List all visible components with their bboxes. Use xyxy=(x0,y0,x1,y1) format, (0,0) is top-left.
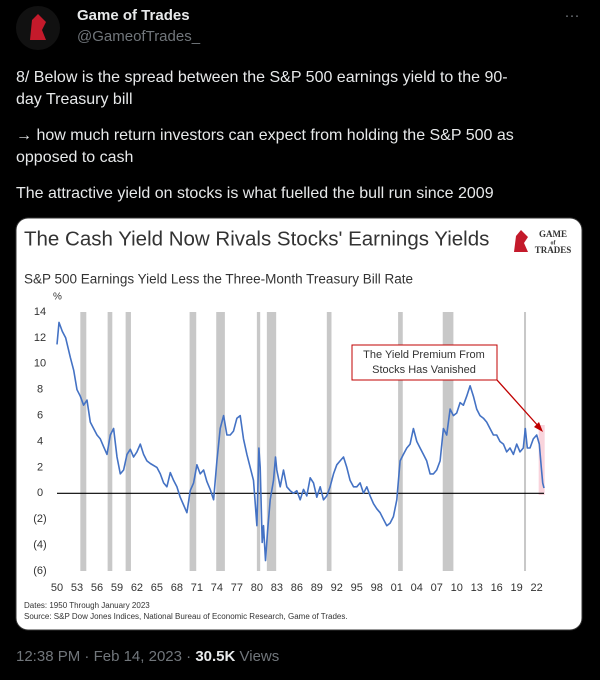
logo-knight xyxy=(514,230,528,252)
x-tick-label: 98 xyxy=(371,582,383,594)
footer-item: Feb 14, 2023 xyxy=(94,648,182,665)
logo-text: of xyxy=(551,240,557,246)
annotation-arrow xyxy=(496,379,541,429)
y-tick-label: 0 xyxy=(37,487,43,499)
footer-item: Views xyxy=(240,648,280,665)
x-tick-label: 65 xyxy=(151,582,163,594)
x-tick-label: 59 xyxy=(111,582,123,594)
arrow-head xyxy=(534,422,543,432)
chart-note: Dates: 1950 Through January 2023 xyxy=(24,601,150,610)
x-tick-label: 56 xyxy=(91,582,103,594)
x-tick-label: 62 xyxy=(131,582,143,594)
recession-bar xyxy=(189,312,197,571)
recession-bar xyxy=(216,312,225,571)
x-tick-label: 50 xyxy=(51,582,63,594)
x-tick-label: 16 xyxy=(491,582,503,594)
y-tick-label: (6) xyxy=(33,565,46,577)
x-tick-label: 68 xyxy=(171,582,183,594)
recession-bar xyxy=(266,312,277,571)
recession-bar xyxy=(125,312,131,571)
footer-item: 12:38 PM xyxy=(16,648,80,665)
y-tick-label: 14 xyxy=(34,306,46,318)
x-tick-label: 04 xyxy=(411,582,423,594)
author-handle[interactable]: @GameofTrades_ xyxy=(77,28,201,45)
tweet-line: opposed to cash xyxy=(16,149,133,166)
x-tick-label: 71 xyxy=(191,582,203,594)
footer-item: 30.5K xyxy=(195,648,235,665)
chart-title: The Cash Yield Now Rivals Stocks' Earnin… xyxy=(24,227,489,250)
x-tick-label: 89 xyxy=(311,582,323,594)
tweet-text: 8/ Below is the spread between the S&P 5… xyxy=(16,69,514,202)
x-tick-label: 22 xyxy=(531,582,543,594)
tweet-line: The attractive yield on stocks is what f… xyxy=(16,185,494,202)
author-name[interactable]: Game of Trades xyxy=(77,7,190,24)
recession-bar xyxy=(256,312,261,571)
x-tick-label: 74 xyxy=(211,582,223,594)
x-tick-label: 10 xyxy=(451,582,463,594)
x-tick-label: 77 xyxy=(231,582,243,594)
chart-subtitle: S&P 500 Earnings Yield Less the Three-Mo… xyxy=(24,272,413,287)
footer-text: 12:38 PM · Feb 14, 2023 · 30.5K Views xyxy=(16,648,283,665)
tweet-line: day Treasury bill xyxy=(16,91,133,108)
y-tick-label: 2 xyxy=(37,461,43,473)
footer-item: · xyxy=(84,648,89,665)
x-tick-label: 86 xyxy=(291,582,303,594)
highlight xyxy=(538,425,545,495)
y-tick-label: 4 xyxy=(37,435,43,447)
y-tick-label: (2) xyxy=(33,513,46,525)
logo-text: GAME xyxy=(539,229,567,239)
chart-note: Source: S&P Dow Jones Indices, National … xyxy=(24,612,348,621)
x-tick-label: 80 xyxy=(251,582,263,594)
tweet-line: 8/ Below is the spread between the S&P 5… xyxy=(16,69,508,86)
y-unit: % xyxy=(53,292,62,303)
recession-bar xyxy=(80,312,87,571)
footer-item: · xyxy=(186,648,191,665)
x-tick-label: 95 xyxy=(351,582,363,594)
logo-text: TRADES xyxy=(535,245,572,255)
y-tick-label: 10 xyxy=(34,358,46,370)
y-tick-label: 8 xyxy=(37,384,43,396)
x-tick-label: 92 xyxy=(331,582,343,594)
x-tick-label: 19 xyxy=(511,582,523,594)
recession-bar xyxy=(326,312,332,571)
annotation-text: The Yield Premium From xyxy=(363,349,485,361)
tweet-line: → how much return investors can expect f… xyxy=(16,127,514,144)
y-tick-label: 6 xyxy=(37,410,43,422)
recession-bar xyxy=(442,312,454,571)
annotation-text: Stocks Has Vanished xyxy=(372,364,476,376)
y-tick-label: (4) xyxy=(33,539,46,551)
chart: The Cash Yield Now Rivals Stocks' Earnin… xyxy=(24,227,571,621)
menu[interactable]: ··· xyxy=(565,7,580,24)
footer: 12:38 PM · Feb 14, 2023 · 30.5K Views xyxy=(16,648,283,665)
x-tick-label: 83 xyxy=(271,582,283,594)
recession-bar xyxy=(398,312,403,571)
x-tick-label: 53 xyxy=(71,582,83,594)
y-tick-label: 12 xyxy=(34,332,46,344)
annotation-box xyxy=(351,344,498,381)
x-tick-label: 01 xyxy=(391,582,403,594)
recession-bar xyxy=(524,312,527,571)
x-tick-label: 13 xyxy=(471,582,483,594)
x-tick-label: 07 xyxy=(431,582,443,594)
avatar-logo xyxy=(30,14,46,40)
chart-card[interactable] xyxy=(15,217,583,631)
data-line xyxy=(56,321,545,562)
